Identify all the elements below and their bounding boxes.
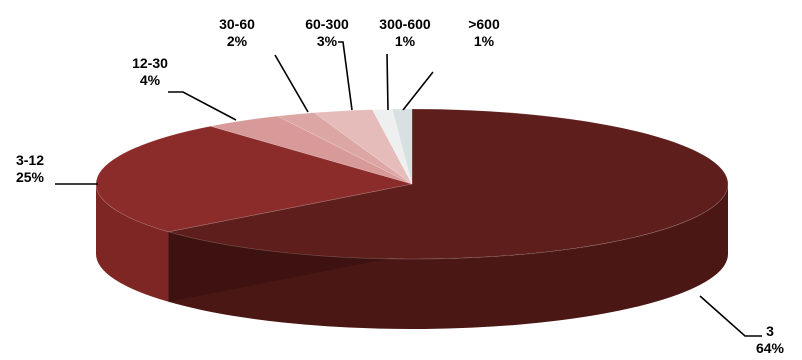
leader-line-gt600 [402, 71, 434, 111]
slice-side-3-12 [96, 184, 169, 302]
leader-line-60-300 [338, 41, 353, 111]
leader-line-12-30 [168, 91, 237, 121]
leader-line-3 [699, 295, 762, 337]
slice-percent-label: 64% [756, 340, 785, 356]
slice-category-label: 12-30 [132, 55, 168, 71]
slice-top-12-30 [210, 115, 413, 185]
slice-category-label: 60-300 [305, 16, 349, 32]
slice-side-3 [168, 184, 728, 329]
slice-category-label: 30-60 [219, 16, 255, 32]
slice-top-3 [168, 108, 729, 260]
leader-line-300-600 [386, 53, 389, 111]
slice-percent-label: 3% [317, 33, 338, 49]
pie-top-slices [95, 108, 729, 260]
slice-percent-label: 25% [16, 169, 45, 185]
slice-category-label: 3-12 [16, 152, 44, 168]
slice-top-300-600 [371, 108, 413, 185]
slice-category-label: >600 [468, 16, 500, 32]
slice-top-gt600 [391, 108, 413, 185]
slice-top-60-300 [313, 109, 413, 185]
slice-percent-label: 1% [395, 33, 416, 49]
slice-category-label: 300-600 [379, 16, 431, 32]
leader-line-30-60 [274, 54, 309, 113]
slice-top-30-60 [276, 112, 413, 185]
slice-percent-label: 2% [227, 33, 248, 49]
slice-category-label: 3 [766, 323, 774, 339]
slice-percent-label: 4% [140, 72, 161, 88]
slice-top-3-12 [95, 125, 413, 233]
slice-percent-label: 1% [474, 33, 495, 49]
leader-lines [55, 41, 762, 337]
